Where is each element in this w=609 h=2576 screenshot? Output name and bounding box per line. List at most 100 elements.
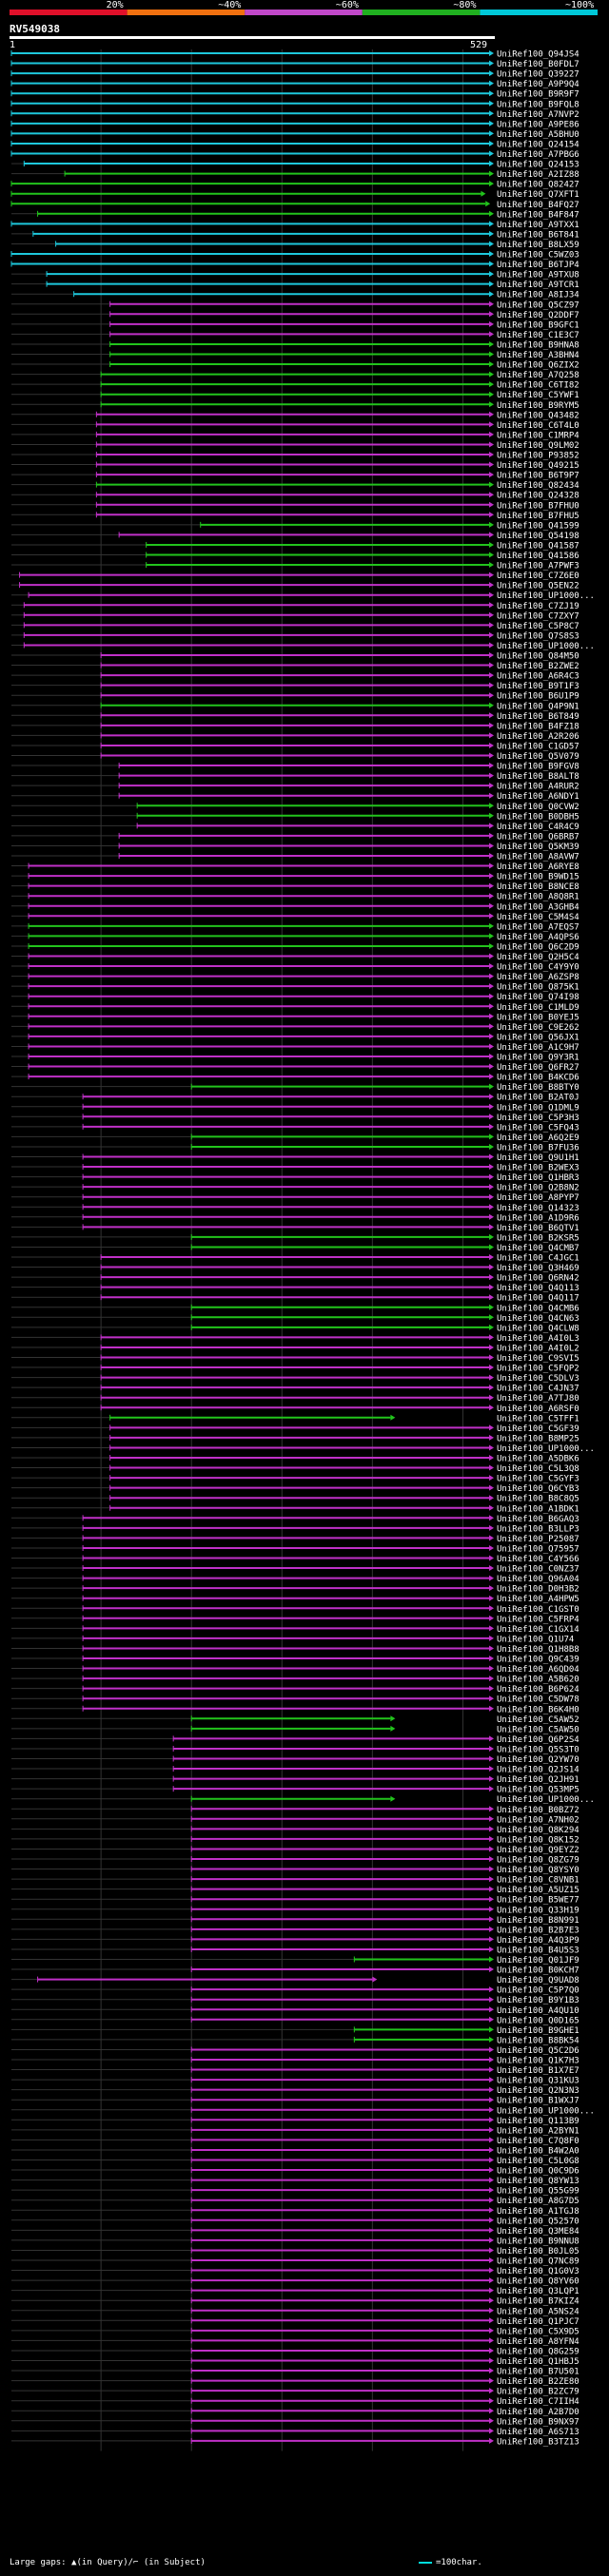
hit-id-label[interactable]: UniRef100_Q74I98 — [497, 993, 580, 1002]
hit-id-label[interactable]: UniRef100_Q8YW13 — [497, 2177, 580, 2186]
hit-id-label[interactable]: UniRef100_C5TFF1 — [497, 1414, 580, 1424]
hit-id-label[interactable]: UniRef100_Q875K1 — [497, 983, 580, 993]
hit-id-label[interactable]: UniRef100_A8G7D5 — [497, 2197, 580, 2206]
hit-id-label[interactable]: UniRef100_A7NH02 — [497, 1815, 580, 1825]
hit-id-label[interactable]: UniRef100_C9SVI5 — [497, 1354, 580, 1364]
hit-id-label[interactable]: UniRef100_A1BDK1 — [497, 1504, 580, 1514]
hit-id-label[interactable]: UniRef100_B4FZ18 — [497, 722, 580, 731]
hit-id-label[interactable]: UniRef100_Q5S3T0 — [497, 1745, 580, 1754]
hit-id-label[interactable]: UniRef100_Q6BRB7 — [497, 832, 580, 842]
hit-id-label[interactable]: UniRef100_B9RYM5 — [497, 401, 580, 411]
hit-id-label[interactable]: UniRef100_C6T4L0 — [497, 421, 580, 431]
hit-id-label[interactable]: UniRef100_C4Y9Y0 — [497, 963, 580, 973]
hit-id-label[interactable]: UniRef100_UP1000... — [497, 642, 595, 651]
hit-id-label[interactable]: UniRef100_B2ZWE2 — [497, 662, 580, 671]
hit-id-label[interactable]: UniRef100_B6K4H0 — [497, 1705, 580, 1714]
hit-id-label[interactable]: UniRef100_Q9Y3R1 — [497, 1054, 580, 1063]
hit-id-label[interactable]: UniRef100_Q7XFT1 — [497, 190, 580, 200]
hit-id-label[interactable]: UniRef100_Q8K294 — [497, 1826, 580, 1835]
hit-id-label[interactable]: UniRef100_B8BTY0 — [497, 1083, 580, 1093]
hit-id-label[interactable]: UniRef100_Q4CLW8 — [497, 1324, 580, 1333]
hit-id-label[interactable]: UniRef100_Q3LQP1 — [497, 2287, 580, 2296]
hit-id-label[interactable]: UniRef100_B0JL05 — [497, 2247, 580, 2256]
hit-id-label[interactable]: UniRef100_C5X9D5 — [497, 2327, 580, 2336]
hit-id-label[interactable]: UniRef100_A6NDY1 — [497, 792, 580, 802]
hit-id-label[interactable]: UniRef100_C5WZ03 — [497, 251, 580, 261]
hit-id-label[interactable]: UniRef100_A9P9Q4 — [497, 80, 580, 89]
hit-id-label[interactable]: UniRef100_A2IZ88 — [497, 170, 580, 180]
hit-id-label[interactable]: UniRef100_Q41587 — [497, 541, 580, 551]
hit-id-label[interactable]: UniRef100_Q5V079 — [497, 752, 580, 762]
hit-id-label[interactable]: UniRef100_A1TGJ8 — [497, 2207, 580, 2217]
hit-id-label[interactable]: UniRef100_Q4Q113 — [497, 1284, 580, 1293]
hit-id-label[interactable]: UniRef100_Q4P9N1 — [497, 702, 580, 711]
hit-id-label[interactable]: UniRef100_A7PWF3 — [497, 562, 580, 571]
hit-id-label[interactable]: UniRef100_C1GST0 — [497, 1605, 580, 1615]
hit-id-label[interactable]: UniRef100_C5L0G8 — [497, 2157, 580, 2166]
hit-id-label[interactable]: UniRef100_C4JGC1 — [497, 1254, 580, 1264]
hit-id-label[interactable]: UniRef100_A5UZ15 — [497, 1886, 580, 1895]
hit-id-label[interactable]: UniRef100_C5DLV3 — [497, 1374, 580, 1384]
hit-id-label[interactable]: UniRef100_A8AVW7 — [497, 853, 580, 862]
hit-id-label[interactable]: UniRef100_B9FQL8 — [497, 100, 580, 109]
hit-id-label[interactable]: UniRef100_A1C9H7 — [497, 1043, 580, 1053]
hit-id-label[interactable]: UniRef100_Q54198 — [497, 532, 580, 541]
hit-id-label[interactable]: UniRef100_Q9LM02 — [497, 441, 580, 451]
hit-id-label[interactable]: UniRef100_A5B620 — [497, 1675, 580, 1685]
hit-id-label[interactable]: UniRef100_Q3ME84 — [497, 2227, 580, 2237]
hit-id-label[interactable]: UniRef100_B8NCE8 — [497, 882, 580, 892]
hit-id-label[interactable]: UniRef100_A8YFN4 — [497, 2337, 580, 2347]
hit-id-label[interactable]: UniRef100_A8Q8R1 — [497, 893, 580, 902]
hit-id-label[interactable]: UniRef100_C5FQ43 — [497, 1123, 580, 1133]
hit-id-label[interactable]: UniRef100_A9TXX1 — [497, 221, 580, 230]
hit-id-label[interactable]: UniRef100_Q5C2D6 — [497, 2046, 580, 2056]
hit-id-label[interactable]: UniRef100_Q2H5C4 — [497, 953, 580, 962]
hit-id-label[interactable]: UniRef100_Q39227 — [497, 70, 580, 80]
hit-id-label[interactable]: UniRef100_Q1U74 — [497, 1635, 574, 1644]
hit-id-label[interactable]: UniRef100_B9Y1B3 — [497, 1996, 580, 2005]
hit-id-label[interactable]: UniRef100_UP1000... — [497, 1444, 595, 1454]
hit-id-label[interactable]: UniRef100_C5P7Q0 — [497, 1986, 580, 1996]
hit-id-label[interactable]: UniRef100_Q8YV60 — [497, 2277, 580, 2287]
hit-id-label[interactable]: UniRef100_C5GYF3 — [497, 1475, 580, 1484]
hit-id-label[interactable]: UniRef100_C5FRP4 — [497, 1615, 580, 1624]
hit-id-label[interactable]: UniRef100_Q82427 — [497, 181, 580, 190]
hit-id-label[interactable]: UniRef100_Q8YSY0 — [497, 1866, 580, 1875]
hit-id-label[interactable]: UniRef100_Q84M50 — [497, 652, 580, 662]
hit-id-label[interactable]: UniRef100_C7Q8F0 — [497, 2137, 580, 2146]
hit-id-label[interactable]: UniRef100_Q41599 — [497, 521, 580, 531]
hit-id-label[interactable]: UniRef100_UP1000... — [497, 1795, 595, 1805]
hit-id-label[interactable]: UniRef100_Q14323 — [497, 1204, 580, 1213]
hit-id-label[interactable]: UniRef100_C5YWF1 — [497, 391, 580, 400]
hit-id-label[interactable]: UniRef100_Q5EN22 — [497, 582, 580, 591]
hit-id-label[interactable]: UniRef100_Q1G0V3 — [497, 2267, 580, 2276]
hit-id-label[interactable]: UniRef100_B2KSR5 — [497, 1233, 580, 1243]
hit-id-label[interactable]: UniRef100_B2B7E3 — [497, 1926, 580, 1935]
hit-id-label[interactable]: UniRef100_C5P3H3 — [497, 1114, 580, 1123]
hit-id-label[interactable]: UniRef100_Q0CVW2 — [497, 803, 580, 812]
hit-id-label[interactable]: UniRef100_Q4CMB7 — [497, 1244, 580, 1253]
hit-id-label[interactable]: UniRef100_Q8K152 — [497, 1835, 580, 1845]
hit-id-label[interactable]: UniRef100_P93852 — [497, 452, 580, 461]
hit-id-label[interactable]: UniRef100_B0BZ72 — [497, 1806, 580, 1815]
hit-id-label[interactable]: UniRef100_C8VNB1 — [497, 1876, 580, 1886]
hit-id-label[interactable]: UniRef100_A9TCR1 — [497, 281, 580, 290]
hit-id-label[interactable]: UniRef100_B6T849 — [497, 712, 580, 722]
hit-id-label[interactable]: UniRef100_A9PE86 — [497, 120, 580, 129]
hit-id-label[interactable]: UniRef100_B9NNU8 — [497, 2237, 580, 2246]
hit-id-label[interactable]: UniRef100_B5WE77 — [497, 1896, 580, 1906]
hit-id-label[interactable]: UniRef100_Q33H19 — [497, 1906, 580, 1915]
hit-id-label[interactable]: UniRef100_B9T1F3 — [497, 682, 580, 691]
hit-id-label[interactable]: UniRef100_B2ZC79 — [497, 2388, 580, 2397]
hit-id-label[interactable]: UniRef100_B6T841 — [497, 230, 580, 240]
hit-id-label[interactable]: UniRef100_A9TXU8 — [497, 271, 580, 281]
hit-id-label[interactable]: UniRef100_Q6RN42 — [497, 1274, 580, 1284]
hit-id-label[interactable]: UniRef100_A6R4C3 — [497, 672, 580, 682]
hit-id-label[interactable]: UniRef100_C6TI82 — [497, 381, 580, 391]
hit-id-label[interactable]: UniRef100_Q1H8B8 — [497, 1645, 580, 1655]
hit-id-label[interactable]: UniRef100_B7FU36 — [497, 1143, 580, 1152]
hit-id-label[interactable]: UniRef100_B0YEJ5 — [497, 1013, 580, 1022]
hit-id-label[interactable]: UniRef100_B7U501 — [497, 2368, 580, 2377]
hit-id-label[interactable]: UniRef100_Q3H469 — [497, 1264, 580, 1273]
hit-id-label[interactable]: UniRef100_Q2N3N3 — [497, 2086, 580, 2096]
